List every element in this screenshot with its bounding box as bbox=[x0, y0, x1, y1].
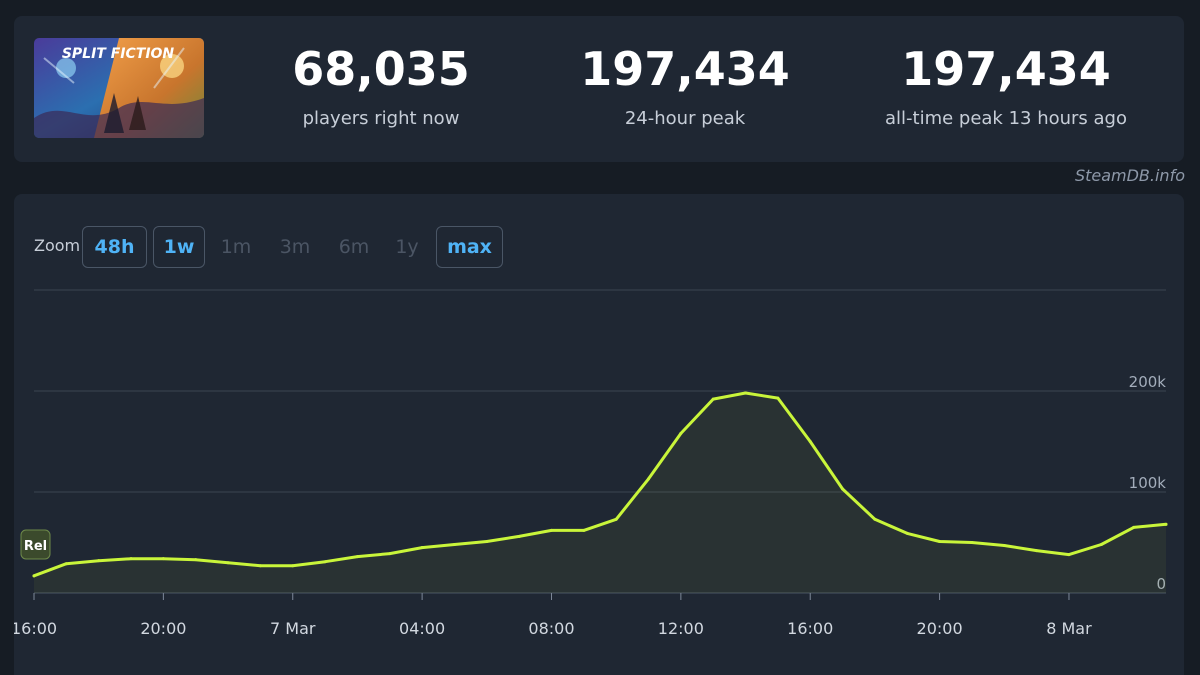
data-point bbox=[226, 561, 230, 565]
data-point bbox=[647, 477, 651, 481]
data-point bbox=[873, 517, 877, 521]
data-point bbox=[1002, 544, 1006, 548]
data-point bbox=[938, 539, 942, 543]
x-tick-label: 16:00 bbox=[14, 619, 57, 638]
stats-bar: SPLIT FICTION 68,035 players right now 1… bbox=[14, 16, 1184, 162]
game-artwork: SPLIT FICTION bbox=[34, 38, 204, 138]
x-tick-label: 8 Mar bbox=[1046, 619, 1092, 638]
zoom-48h-button[interactable]: 48h bbox=[82, 226, 147, 268]
data-point bbox=[323, 560, 327, 564]
x-tick-label: 20:00 bbox=[917, 619, 963, 638]
data-point bbox=[420, 546, 424, 550]
data-point bbox=[549, 528, 553, 532]
data-point bbox=[970, 541, 974, 544]
data-point bbox=[614, 517, 618, 521]
game-logo-text: SPLIT FICTION bbox=[62, 46, 175, 62]
data-point bbox=[1035, 549, 1039, 553]
zoom-1w-button[interactable]: 1w bbox=[153, 226, 205, 268]
data-point bbox=[355, 555, 359, 559]
player-count-chart[interactable]: 0 100k 200k 16:00 20:00 7 Mar 04:00 08:00 12:00… bbox=[14, 194, 1184, 675]
y-axis-ticks: 0 100k 200k bbox=[1129, 373, 1167, 593]
data-point bbox=[194, 558, 198, 562]
x-axis: 16:00 20:00 7 Mar 04:00 08:00 12:00 16:00 20:00… bbox=[14, 592, 1166, 638]
data-point bbox=[452, 543, 456, 547]
zoom-max-button[interactable]: max bbox=[436, 226, 503, 268]
stat-label: players right now bbox=[302, 108, 460, 129]
data-point bbox=[841, 487, 845, 491]
data-point bbox=[776, 396, 780, 400]
release-marker-label: Rel bbox=[24, 539, 47, 554]
release-marker-box bbox=[20, 529, 51, 560]
zoom-1y-button: 1y bbox=[395, 236, 419, 258]
x-tick-label: 04:00 bbox=[399, 619, 445, 638]
player-chart-panel: Zoom 48h 1w 1m 3m 6m 1y max 0 100k 200k 16… bbox=[14, 194, 1184, 675]
stat-all-time-peak: 197,434 all-time peak 13 hours ago bbox=[880, 46, 1132, 129]
stat-value: 197,434 bbox=[901, 42, 1111, 96]
player-count-line[interactable] bbox=[32, 391, 1168, 578]
data-point bbox=[517, 534, 521, 538]
data-point bbox=[129, 557, 133, 561]
steamdb-credit-link[interactable]: SteamDB.info bbox=[1074, 166, 1185, 185]
x-tick-label: 12:00 bbox=[658, 619, 704, 638]
player-count-area bbox=[34, 393, 1166, 593]
data-point bbox=[64, 562, 68, 566]
stat-value: 197,434 bbox=[580, 42, 790, 96]
y-tick-label: 100k bbox=[1129, 474, 1167, 492]
data-point bbox=[905, 531, 909, 535]
data-point bbox=[485, 539, 489, 543]
data-point bbox=[97, 559, 101, 563]
chart-grid bbox=[34, 289, 1166, 493]
data-point bbox=[291, 564, 295, 568]
data-point bbox=[1164, 522, 1168, 526]
data-point bbox=[258, 564, 262, 568]
data-point bbox=[808, 440, 812, 443]
stat-current-players: 68,035 players right now bbox=[276, 46, 486, 129]
data-point bbox=[388, 552, 392, 556]
data-point bbox=[679, 431, 683, 435]
stat-label: all-time peak 13 hours ago bbox=[884, 108, 1127, 129]
data-point bbox=[32, 574, 36, 578]
zoom-1m-button: 1m bbox=[220, 236, 252, 258]
y-tick-label: 0 bbox=[1156, 575, 1166, 593]
data-point bbox=[161, 557, 165, 561]
x-tick-label: 20:00 bbox=[140, 619, 186, 638]
data-point bbox=[582, 528, 586, 532]
release-marker[interactable]: Rel bbox=[20, 529, 51, 560]
zoom-6m-button: 6m bbox=[338, 236, 370, 258]
stat-label: 24-hour peak bbox=[624, 108, 746, 129]
x-tick-label: 16:00 bbox=[787, 619, 833, 638]
data-point bbox=[1132, 525, 1136, 529]
data-point bbox=[711, 397, 715, 401]
zoom-3m-button: 3m bbox=[279, 236, 311, 258]
zoom-label: Zoom bbox=[34, 236, 81, 255]
y-tick-label: 200k bbox=[1129, 373, 1167, 391]
game-thumbnail[interactable]: SPLIT FICTION bbox=[34, 38, 204, 138]
stat-value: 68,035 bbox=[292, 42, 470, 96]
data-point bbox=[1067, 553, 1071, 557]
stat-24h-peak: 197,434 24-hour peak bbox=[580, 46, 790, 129]
data-point bbox=[1099, 543, 1103, 547]
data-points bbox=[32, 391, 1168, 578]
x-tick-label: 7 Mar bbox=[270, 619, 316, 638]
x-tick-label: 08:00 bbox=[528, 619, 574, 638]
data-point bbox=[744, 391, 748, 395]
